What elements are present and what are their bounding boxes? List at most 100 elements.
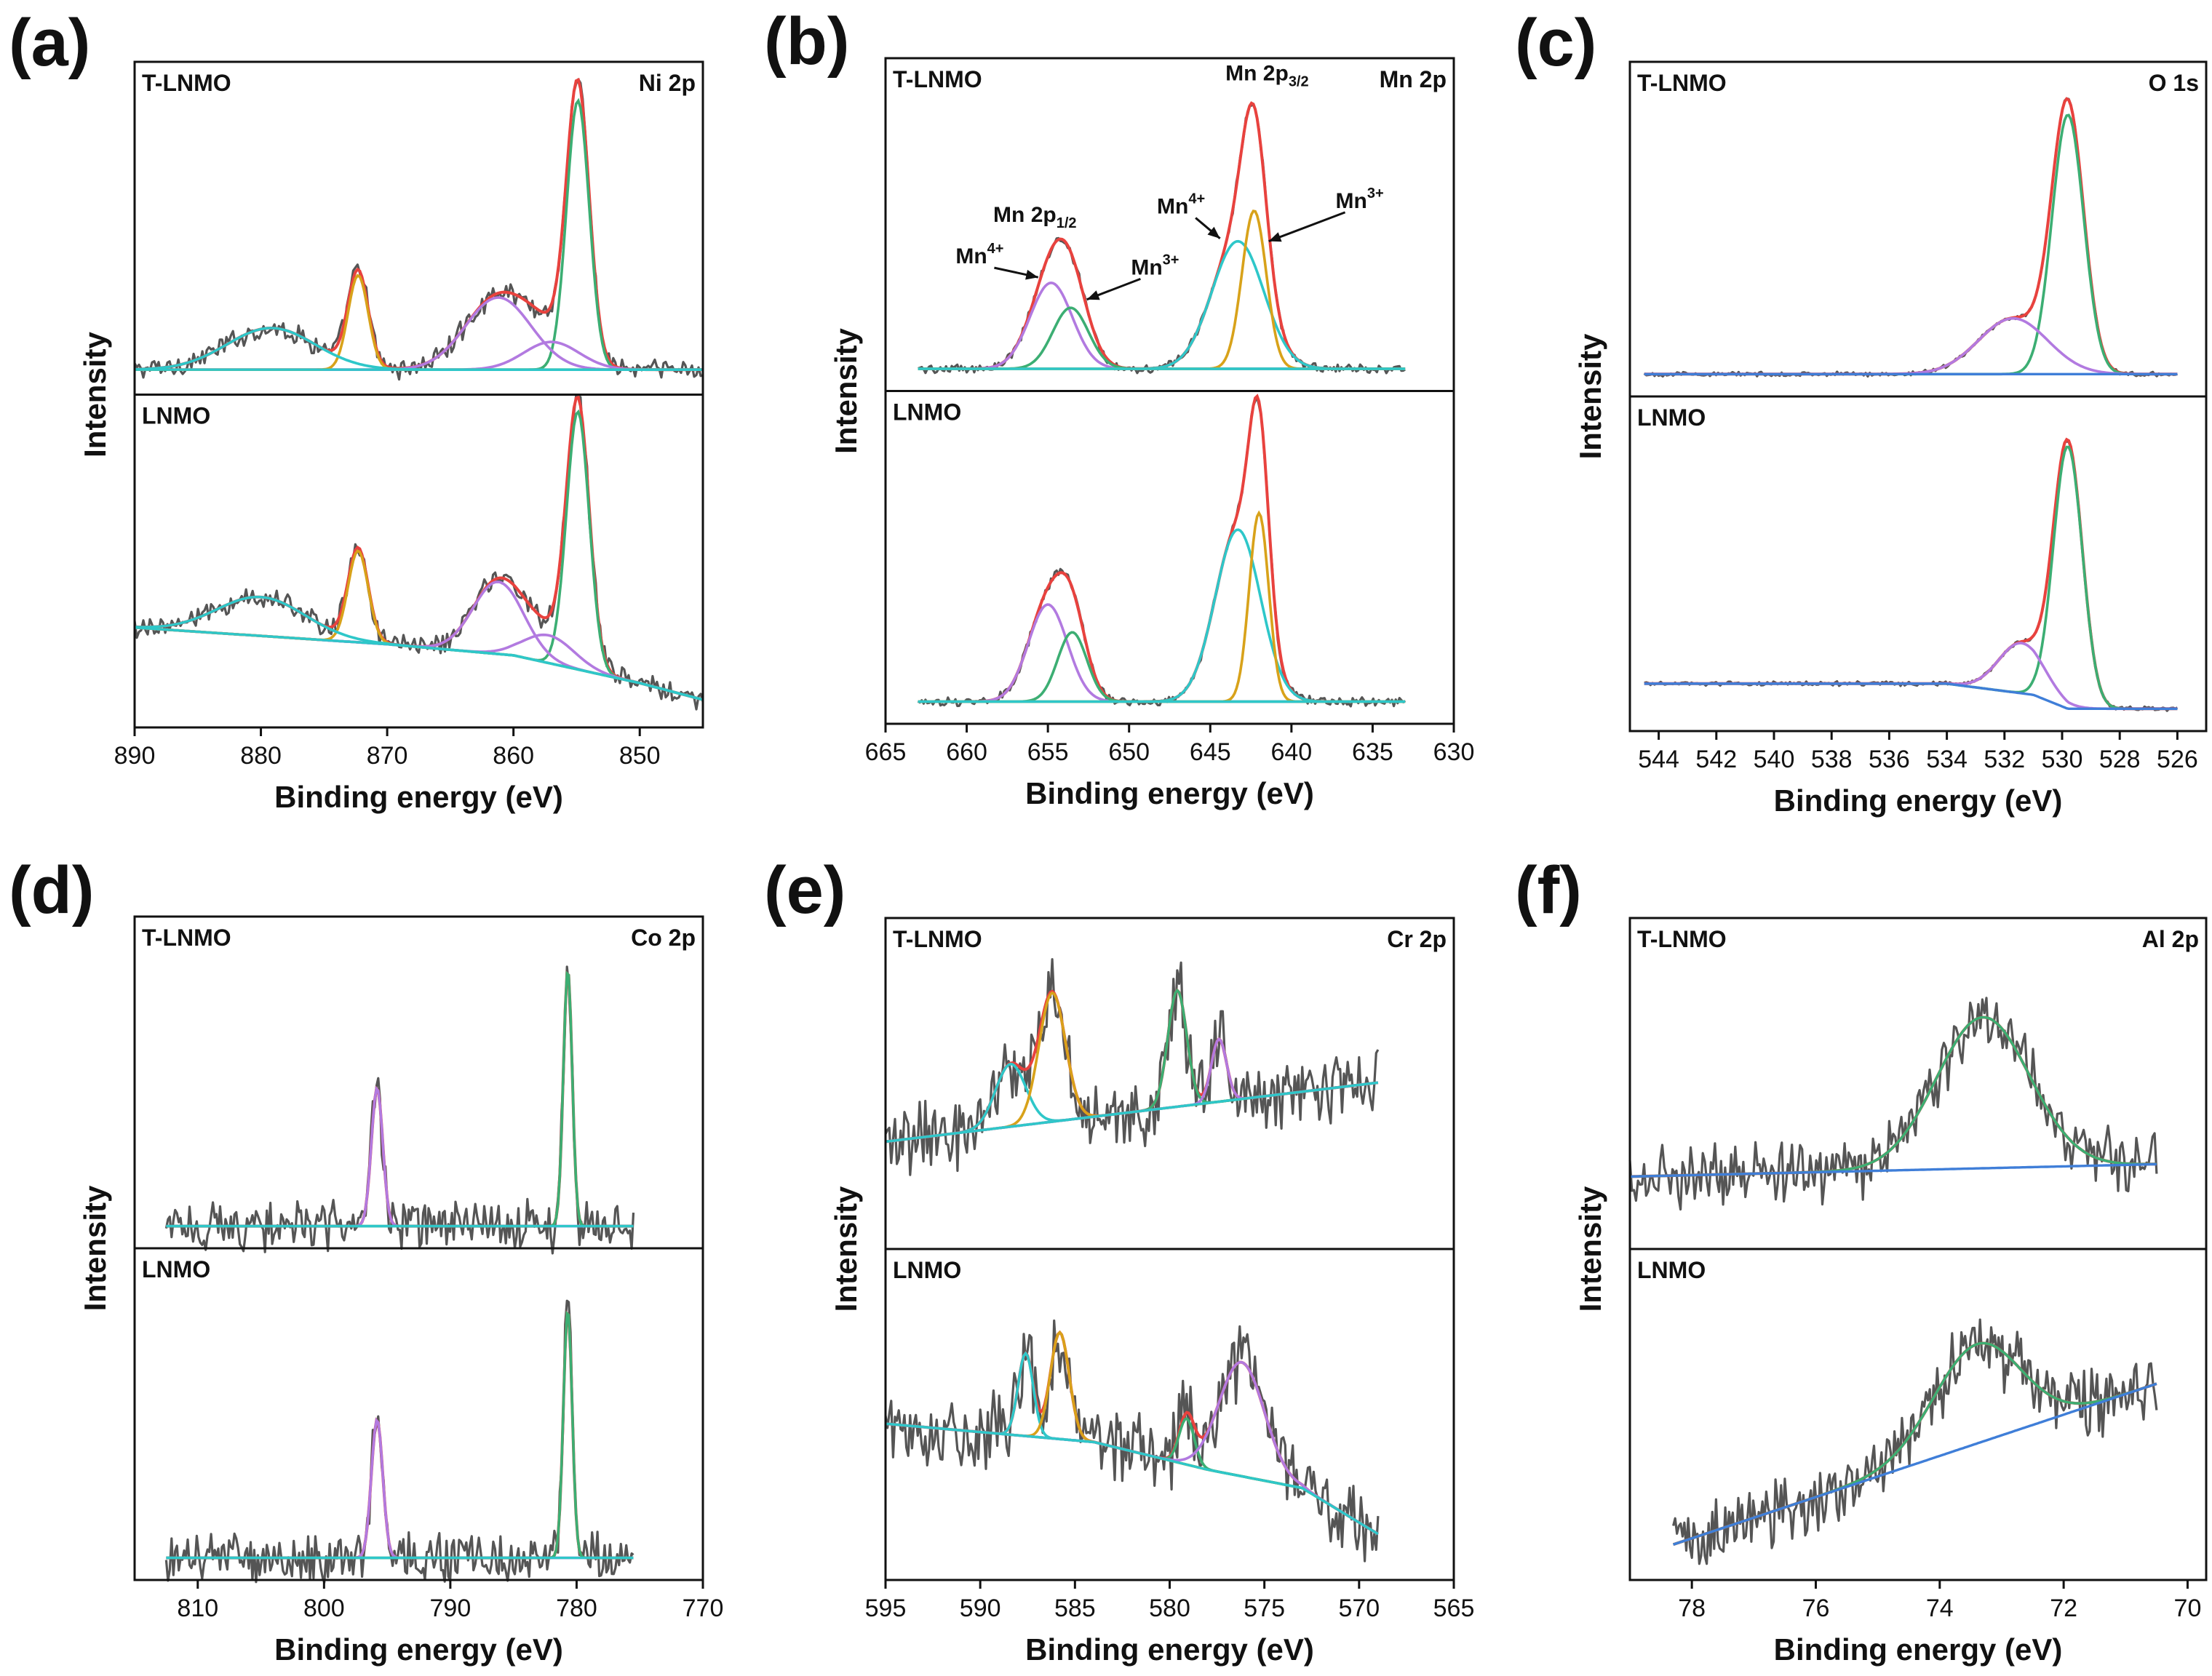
element-label: Co 2p [631, 925, 696, 951]
panel-c: (c) T-LNMO LNMO O 1s 544 542 540 538 536 534 532 53… [1515, 6, 2208, 818]
x-tick-label: 780 [556, 1595, 597, 1622]
y-axis-title: Intensity [78, 1185, 112, 1311]
x-tick-label: 532 [1984, 746, 2025, 773]
x-tick-label: 790 [430, 1595, 472, 1622]
peak-annotation: Mn3+ [1131, 252, 1179, 279]
stack-a-top: T-LNMO [133, 70, 704, 381]
x-tick-label: 70 [2174, 1595, 2202, 1622]
component-peak [885, 1330, 1379, 1536]
component-peak [166, 970, 634, 1228]
element-label: Al 2p [2142, 926, 2199, 952]
fit-envelope [1644, 437, 2178, 711]
x-tick-label: 645 [1190, 738, 1231, 766]
peak-annotation: Mn 2p1/2 [993, 203, 1076, 231]
x-tick-label: 540 [1754, 746, 1795, 773]
x-tick-label: 650 [1108, 738, 1150, 766]
stack-f-top: T-LNMO [1628, 926, 2158, 1211]
arrow-head [1268, 232, 1282, 242]
stack-b-bottom: LNMO [893, 394, 1407, 708]
fit-envelope [918, 101, 1406, 370]
element-label: Mn 2p [1380, 66, 1447, 92]
x-tick-label: 534 [1926, 746, 1968, 773]
component-peak [134, 580, 704, 701]
component-peak [166, 1310, 634, 1560]
sample-label: LNMO [142, 403, 210, 429]
x-tick-label: 630 [1433, 738, 1475, 766]
x-tick-label: 660 [946, 738, 987, 766]
x-tick-label: 860 [493, 742, 534, 770]
y-axis-title: Intensity [1573, 333, 1607, 459]
component-peak [135, 97, 703, 371]
raw-spectrum [884, 958, 1380, 1176]
raw-spectrum [918, 103, 1406, 375]
fit-envelope [134, 77, 703, 372]
component-peak [135, 274, 703, 371]
y-axis-title: Intensity [829, 328, 863, 454]
y-axis-title: Intensity [829, 1186, 863, 1312]
x-tick-label: 800 [303, 1595, 345, 1622]
x-tick-label: 530 [2042, 746, 2083, 773]
background-line [134, 626, 704, 701]
component-peak [918, 631, 1406, 703]
x-tick-label: 810 [177, 1595, 218, 1622]
stack-d-bottom: LNMO [142, 1256, 634, 1584]
component-peak [918, 306, 1406, 370]
raw-spectrum [1672, 1318, 2158, 1565]
element-label: O 1s [2149, 70, 2199, 96]
x-axis-title: Binding energy (eV) [274, 780, 563, 814]
fit-envelope [885, 1330, 1379, 1536]
x-tick-label: 78 [1678, 1595, 1706, 1622]
sample-label: LNMO [893, 399, 961, 426]
x-tick-label: 565 [1433, 1595, 1475, 1622]
x-tick-label: 544 [1638, 746, 1679, 773]
x-tick-label: 640 [1270, 738, 1312, 766]
x-tick-label: 770 [683, 1595, 724, 1622]
sample-label: LNMO [1637, 404, 1706, 431]
x-tick-label: 655 [1027, 738, 1069, 766]
panel-label-f: (f) [1515, 853, 1582, 927]
component-peak [918, 528, 1406, 703]
component-peak [134, 409, 704, 701]
x-tick-label: 635 [1352, 738, 1393, 766]
x-tick-label: 580 [1149, 1595, 1190, 1622]
stack-a-bottom: LNMO [133, 394, 704, 711]
panel-label-d: (d) [9, 853, 94, 927]
component-peak [1644, 113, 2178, 376]
y-axis-title: Intensity [1573, 1186, 1607, 1312]
panel-label-a: (a) [9, 6, 90, 80]
annotation-arrow [1268, 211, 1346, 243]
raw-spectrum [133, 394, 704, 711]
x-tick-label: 74 [1926, 1595, 1954, 1622]
x-tick-label: 585 [1054, 1595, 1096, 1622]
y-axis-title: Intensity [78, 332, 112, 458]
x-tick-label: 850 [619, 742, 661, 770]
x-tick-label: 590 [960, 1595, 1001, 1622]
x-tick-label: 890 [114, 742, 156, 770]
x-tick-label: 595 [865, 1595, 907, 1622]
background-line [1629, 1162, 2157, 1178]
x-axis-title: Binding energy (eV) [1774, 1632, 2063, 1667]
x-tick-label: 528 [2099, 746, 2141, 773]
x-tick-label: 538 [1811, 746, 1853, 773]
panel-b: (b) T-LNMO Mn 2p3/2 Mn 2p1/2 Mn4+ Mn3+ Mn4+ Mn3… [764, 4, 1474, 810]
element-label: Cr 2p [1387, 926, 1447, 952]
arrow-head [1025, 269, 1038, 280]
component-peak [1629, 1015, 2157, 1178]
element-label: Ni 2p [639, 70, 696, 96]
x-axis-title: Binding energy (eV) [1025, 1632, 1314, 1667]
sample-label: LNMO [1637, 1257, 1706, 1283]
sample-label: T-LNMO [1637, 70, 1727, 96]
stack-f-bottom: LNMO [1637, 1257, 2158, 1565]
stack-b-top: T-LNMO Mn 2p3/2 Mn 2p1/2 Mn4+ Mn3+ Mn4+ Mn3+ [893, 62, 1406, 375]
arrow-head [1086, 290, 1100, 300]
background-line [885, 1081, 1379, 1144]
x-tick-label: 536 [1869, 746, 1910, 773]
raw-spectrum [164, 1299, 634, 1584]
x-axis-title: Binding energy (eV) [1774, 783, 2063, 818]
sample-label: T-LNMO [1637, 926, 1727, 952]
raw-spectrum [133, 78, 704, 381]
x-tick-label: 665 [865, 738, 907, 766]
peak-annotation: Mn3+ [1336, 185, 1384, 213]
panel-f: (f) T-LNMO LNMO Al 2p 78 76 74 72 70 Binding ener… [1515, 853, 2208, 1667]
panel-label-b: (b) [764, 4, 849, 79]
